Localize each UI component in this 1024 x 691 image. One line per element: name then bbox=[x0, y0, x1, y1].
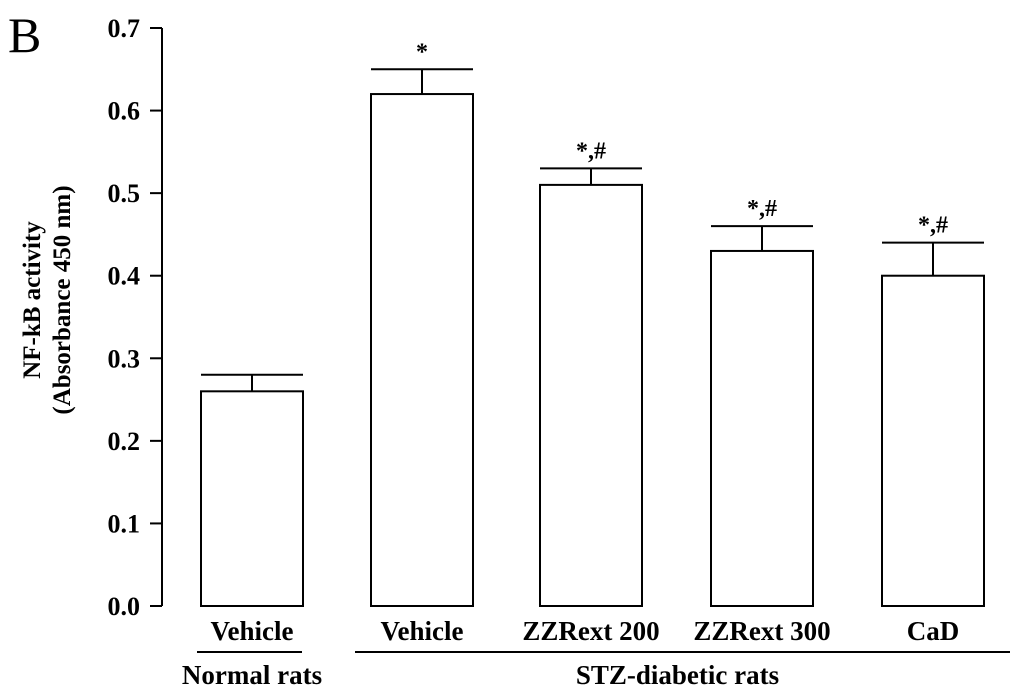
group-label: STZ-diabetic rats bbox=[576, 660, 779, 690]
significance-marker: *,# bbox=[918, 213, 948, 239]
y-tick-label: 0.2 bbox=[108, 427, 141, 456]
x-tick-label: ZZRext 300 bbox=[693, 616, 830, 646]
x-tick-label: Vehicle bbox=[211, 616, 294, 646]
y-tick-label: 0.1 bbox=[108, 509, 141, 538]
y-tick-label: 0.6 bbox=[108, 97, 141, 126]
bar bbox=[539, 183, 643, 607]
x-tick-label: ZZRext 200 bbox=[522, 616, 659, 646]
group-labels: Normal rats STZ-diabetic rats bbox=[182, 651, 1010, 690]
bars bbox=[200, 93, 985, 608]
panel-label: B bbox=[8, 7, 41, 63]
x-tick-label: CaD bbox=[907, 616, 960, 646]
significance-marker: * bbox=[416, 39, 428, 65]
error-bars bbox=[201, 68, 984, 392]
significance-marker: *,# bbox=[747, 196, 777, 222]
bar bbox=[200, 390, 304, 608]
bar bbox=[710, 249, 814, 607]
bar bbox=[881, 274, 985, 607]
y-tick-label: 0.7 bbox=[108, 14, 141, 43]
y-tick-label: 0.5 bbox=[108, 179, 141, 208]
x-axis-labels: Vehicle Vehicle ZZRext 200 ZZRext 300 CaD bbox=[211, 616, 960, 646]
y-tick-label: 0.3 bbox=[108, 344, 141, 373]
significance-annotations: * *,# *,# *,# bbox=[416, 39, 948, 238]
y-axis-label-line1: NF-kB activity bbox=[19, 221, 46, 379]
group-label: Normal rats bbox=[182, 660, 322, 690]
y-tick-label: 0.0 bbox=[108, 592, 141, 621]
bar bbox=[370, 93, 474, 608]
y-axis-label-line2: (Absorbance 450 nm) bbox=[49, 185, 76, 414]
significance-marker: *,# bbox=[576, 138, 606, 164]
y-axis-label: NF-kB activity (Absorbance 450 nm) bbox=[19, 185, 76, 414]
y-tick-label: 0.4 bbox=[108, 262, 141, 291]
x-tick-label: Vehicle bbox=[381, 616, 464, 646]
y-axis: 0.0 0.1 0.2 0.3 0.4 0.5 0.6 0.7 bbox=[108, 14, 163, 621]
